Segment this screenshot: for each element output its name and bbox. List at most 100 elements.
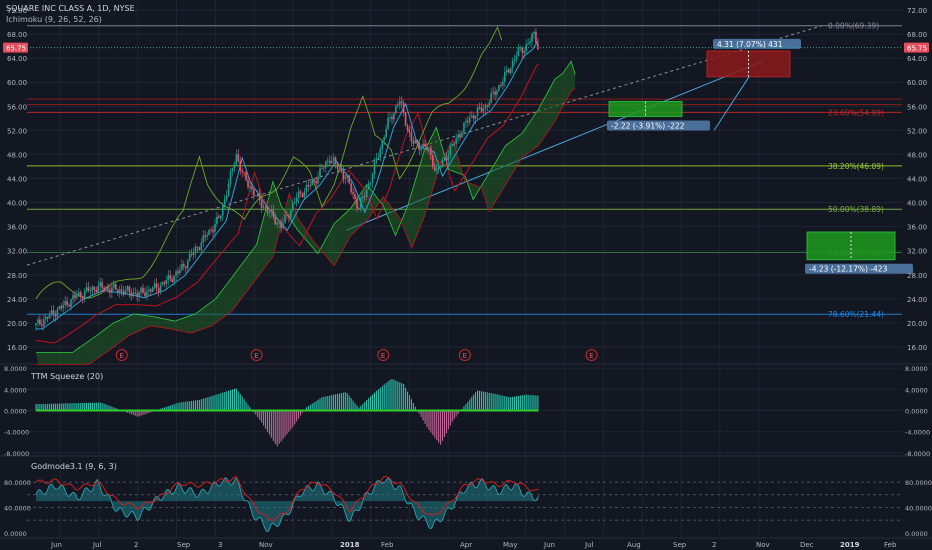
- earnings-marker-label[interactable]: E: [589, 352, 593, 360]
- time-axis-label[interactable]: May: [503, 541, 517, 549]
- candle-body: [515, 56, 518, 60]
- earnings-marker-icon[interactable]: [458, 349, 471, 361]
- candle-body: [511, 60, 514, 69]
- candle-body: [498, 85, 500, 91]
- candle-body: [426, 146, 428, 149]
- time-axis-label[interactable]: 2: [134, 541, 138, 549]
- earnings-marker-icon[interactable]: [585, 349, 598, 361]
- time-axis-label[interactable]: 3: [218, 541, 222, 549]
- candle-body: [64, 301, 66, 305]
- candle-body: [72, 295, 74, 300]
- time-axis-label[interactable]: Nov: [756, 541, 770, 549]
- squeeze-tick-left: -4.0000: [4, 429, 29, 437]
- candle-body: [56, 309, 59, 317]
- candle-body: [299, 191, 302, 194]
- earnings-marker-label[interactable]: E: [463, 352, 467, 360]
- candle-body: [290, 210, 292, 218]
- price-candles[interactable]: [35, 28, 539, 331]
- candle-body: [188, 254, 191, 261]
- candle-body: [507, 69, 510, 73]
- squeeze-legend[interactable]: TTM Squeeze (20): [30, 372, 103, 381]
- earnings-marker-label[interactable]: E: [254, 352, 258, 360]
- ichimoku-legend[interactable]: Ichimoku (9, 26, 52, 26): [6, 15, 102, 24]
- time-axis[interactable]: Jun Jul 2 Sep 3 Nov 2018 Feb Apr May Jun Jul Aug Sep 2…: [50, 541, 897, 549]
- current-price-badge-left: [3, 42, 28, 53]
- candle-body: [204, 235, 207, 237]
- price-axes: 16.00 16.00 20.00 20.00 24.00 24.00 28.00 28.00…: [3, 7, 929, 352]
- candle-body: [535, 31, 537, 44]
- candle-body: [241, 170, 243, 172]
- candle-body: [461, 132, 463, 138]
- candle-body: [186, 260, 189, 269]
- candle-body: [198, 248, 201, 251]
- squeeze-tick-left: 8.0000: [4, 365, 27, 373]
- candle-body: [200, 242, 203, 251]
- candle-body: [420, 148, 422, 150]
- candle-body: [118, 289, 121, 293]
- candle-body: [54, 315, 57, 317]
- candle-body: [124, 289, 127, 295]
- candle-body: [120, 289, 123, 292]
- fib-level-label: 78.60%(21.44): [828, 310, 884, 319]
- time-axis-label[interactable]: Feb: [884, 541, 897, 549]
- candle-body: [66, 301, 68, 306]
- time-axis-label[interactable]: Jun: [50, 541, 62, 549]
- candle-body: [190, 254, 193, 256]
- ttm-squeeze-panel[interactable]: -8.0000 -8.0000 -4.0000 -4.0000 0.0000 0.0000…: [4, 365, 930, 458]
- earnings-marker-icon[interactable]: [377, 349, 390, 361]
- time-axis-label[interactable]: 2019: [840, 541, 860, 549]
- earnings-marker-icon[interactable]: [115, 349, 128, 361]
- time-axis-label[interactable]: 2: [712, 541, 716, 549]
- time-axis-label[interactable]: Jul: [92, 541, 102, 549]
- time-axis-label[interactable]: Feb: [381, 541, 394, 549]
- position-tool-boxes[interactable]: 4.31 (7.07%) 431 -2.22 (-3.91%) -222 -4.23…: [607, 38, 913, 274]
- candle-body: [395, 105, 397, 114]
- candle-body: [272, 210, 275, 217]
- earnings-marker-icon[interactable]: [250, 349, 263, 361]
- candle-body: [317, 176, 319, 184]
- time-axis-label[interactable]: Sep: [177, 541, 191, 549]
- time-axis-label[interactable]: Apr: [460, 541, 472, 549]
- candle-body: [35, 323, 37, 326]
- time-axis-label[interactable]: Jul: [584, 541, 594, 549]
- candle-body: [325, 161, 327, 168]
- price-tick-right: 40.00: [907, 200, 927, 208]
- candle-body: [140, 287, 142, 293]
- candle-body: [171, 279, 173, 282]
- candle-body: [214, 224, 216, 232]
- price-tick-left: 40.00: [7, 200, 27, 208]
- time-axis-label[interactable]: Jun: [543, 541, 555, 549]
- candle-body: [41, 324, 43, 326]
- candle-body: [502, 81, 504, 86]
- godmode-legend[interactable]: Godmode3.1 (9, 6, 3): [31, 462, 117, 471]
- ichimoku-cloud: [36, 60, 576, 365]
- price-tick-right: 28.00: [907, 272, 927, 280]
- godmode-panel[interactable]: 0.0000 0.0000 40.0000 40.0000 80.0000 80.0000: [4, 475, 932, 538]
- candle-body: [52, 310, 55, 316]
- candle-body: [342, 171, 345, 180]
- position-label-bg: [607, 120, 710, 131]
- earnings-marker-label[interactable]: E: [119, 352, 123, 360]
- time-axis-label[interactable]: Sep: [673, 541, 687, 549]
- time-axis-label[interactable]: Dec: [800, 541, 814, 549]
- candle-body: [402, 103, 405, 113]
- candle-body: [478, 107, 481, 109]
- time-axis-label[interactable]: Aug: [627, 541, 641, 549]
- candle-body: [169, 275, 172, 280]
- candle-body: [181, 264, 183, 270]
- candle-body: [336, 162, 339, 169]
- candle-body: [480, 107, 483, 112]
- candle-body: [81, 296, 84, 299]
- time-axis-label[interactable]: Nov: [259, 541, 273, 549]
- candle-body: [46, 316, 49, 319]
- candle-body: [132, 292, 135, 297]
- candle-body: [247, 180, 249, 188]
- candle-body: [144, 292, 146, 296]
- candle-body: [239, 160, 242, 171]
- time-axis-label[interactable]: 2018: [340, 541, 360, 549]
- earnings-marker-label[interactable]: E: [381, 352, 385, 360]
- price-tick-left: 56.00: [7, 103, 27, 111]
- candle-body: [167, 275, 170, 281]
